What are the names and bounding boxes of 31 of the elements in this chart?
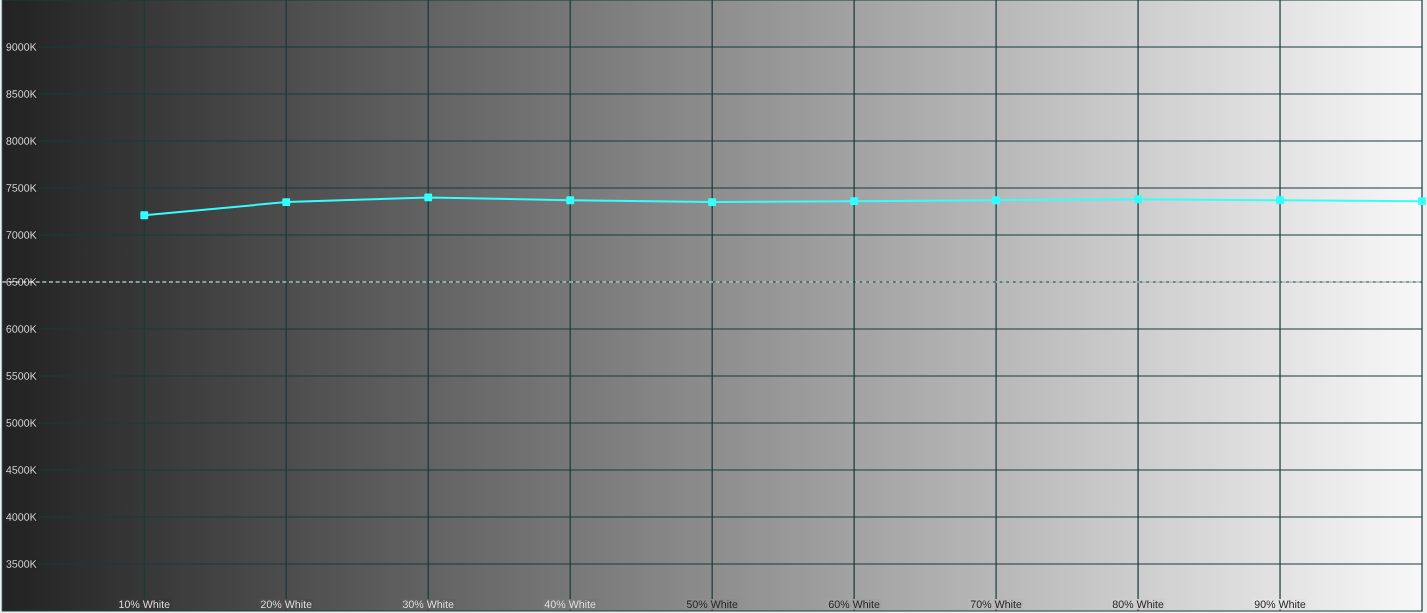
point bbox=[992, 196, 1001, 205]
point bbox=[140, 211, 149, 220]
y-tick-label: 7500K bbox=[6, 184, 37, 192]
x-tick-label: 60% White bbox=[828, 600, 880, 609]
x-tick-label: 30% White bbox=[402, 600, 454, 609]
x-tick-label: 40% White bbox=[544, 600, 596, 609]
y-tick-label: 5500K bbox=[6, 372, 37, 380]
point bbox=[1134, 195, 1142, 204]
point bbox=[708, 198, 717, 207]
x-tick-label: 80% White bbox=[1112, 600, 1164, 609]
point bbox=[282, 198, 291, 207]
x-tick-label: 50% White bbox=[686, 600, 738, 609]
x-tick-label: 70% White bbox=[970, 600, 1022, 609]
y-tick-label: 6500K bbox=[6, 278, 37, 286]
point bbox=[1418, 197, 1426, 206]
x-tick-label: 90% White bbox=[1254, 600, 1306, 609]
y-tick-label: 8000K bbox=[6, 137, 37, 145]
y-tick-label: 4500K bbox=[6, 466, 37, 474]
x-tick-label: 10% White bbox=[119, 600, 170, 609]
y-tick-label: 7000K bbox=[6, 231, 37, 239]
point bbox=[424, 193, 433, 202]
y-tick-label: 5000K bbox=[6, 419, 37, 427]
y-tick-label: 4000K bbox=[6, 513, 37, 521]
point bbox=[566, 196, 575, 205]
y-tick-label: 6000K bbox=[6, 325, 37, 333]
x-tick-label: 20% White bbox=[261, 600, 312, 609]
y-tick-label: 8500K bbox=[6, 90, 37, 98]
point bbox=[850, 197, 859, 206]
y-tick-label: 3500K bbox=[6, 560, 37, 568]
y-tick-label: 9000K bbox=[6, 43, 37, 51]
point bbox=[1276, 196, 1284, 205]
